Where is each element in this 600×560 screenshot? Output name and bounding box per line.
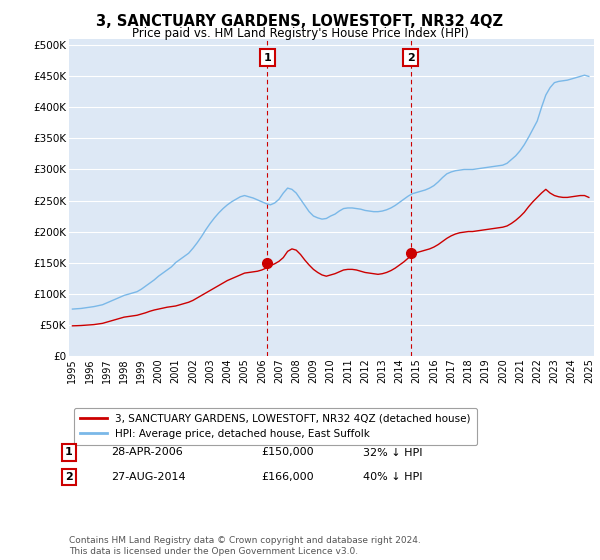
Text: 27-AUG-2014: 27-AUG-2014 — [111, 472, 185, 482]
Text: £150,000: £150,000 — [261, 447, 314, 458]
Text: 40% ↓ HPI: 40% ↓ HPI — [363, 472, 422, 482]
Text: 1: 1 — [263, 53, 271, 63]
Text: 2: 2 — [65, 472, 73, 482]
Legend: 3, SANCTUARY GARDENS, LOWESTOFT, NR32 4QZ (detached house), HPI: Average price, : 3, SANCTUARY GARDENS, LOWESTOFT, NR32 4Q… — [74, 408, 476, 445]
Text: 32% ↓ HPI: 32% ↓ HPI — [363, 447, 422, 458]
Text: 28-APR-2006: 28-APR-2006 — [111, 447, 183, 458]
Text: 1: 1 — [65, 447, 73, 458]
Text: Contains HM Land Registry data © Crown copyright and database right 2024.
This d: Contains HM Land Registry data © Crown c… — [69, 536, 421, 556]
Text: Price paid vs. HM Land Registry's House Price Index (HPI): Price paid vs. HM Land Registry's House … — [131, 27, 469, 40]
Text: £166,000: £166,000 — [261, 472, 314, 482]
Text: 2: 2 — [407, 53, 415, 63]
Text: 3, SANCTUARY GARDENS, LOWESTOFT, NR32 4QZ: 3, SANCTUARY GARDENS, LOWESTOFT, NR32 4Q… — [97, 14, 503, 29]
